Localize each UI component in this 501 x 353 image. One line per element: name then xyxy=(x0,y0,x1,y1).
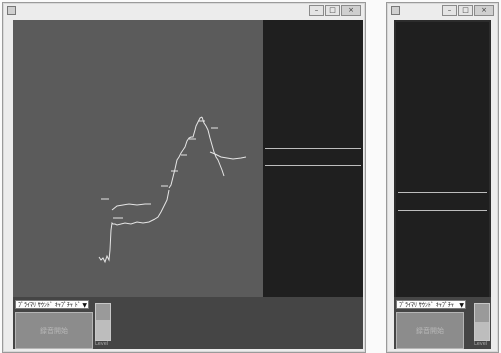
close-icon[interactable]: × xyxy=(341,5,361,16)
device-select-label: ﾌﾟﾗｲﾏﾘ ｻｳﾝﾄﾞ ｷｬﾌﾟﾁｬ ﾄﾞ xyxy=(18,302,81,309)
client-area: ﾌﾟﾗｲﾏﾘ ｻｳﾝﾄﾞ ｷｬﾌﾟﾁｬ ﾄﾞ ▼ 録音開始 Level xyxy=(13,20,363,349)
waveform-display xyxy=(13,20,263,297)
chevron-down-icon[interactable]: ▼ xyxy=(459,302,464,309)
record-button[interactable]: 録音開始 xyxy=(396,312,464,349)
close-icon[interactable]: × xyxy=(474,5,494,16)
level-label: Level xyxy=(474,341,488,347)
app-icon xyxy=(391,6,400,15)
window-controls: – □ × xyxy=(442,5,494,16)
spectrum-line xyxy=(265,165,361,166)
spectrum-display xyxy=(396,22,489,299)
trace-segment xyxy=(98,221,122,264)
minimize-icon[interactable]: – xyxy=(442,5,457,16)
maximize-icon[interactable]: □ xyxy=(325,5,340,16)
spectrum-display xyxy=(263,20,363,297)
small-window: – □ × ﾌﾟﾗｲﾏﾘ ｻｳﾝﾄﾞ ｷｬﾌﾟﾁｬ ▼ 録音開始 Level xyxy=(386,2,499,353)
spectrum-line xyxy=(398,192,487,193)
spectrum-line xyxy=(398,210,487,211)
trace-segment xyxy=(120,218,156,225)
device-select[interactable]: ﾌﾟﾗｲﾏﾘ ｻｳﾝﾄﾞ ｷｬﾌﾟﾁｬ ﾄﾞ ▼ xyxy=(15,300,89,309)
trace-segment xyxy=(168,149,184,189)
client-area: ﾌﾟﾗｲﾏﾘ ｻｳﾝﾄﾞ ｷｬﾌﾟﾁｬ ▼ 録音開始 Level xyxy=(394,20,491,349)
title-bar[interactable]: – □ × xyxy=(3,3,365,17)
level-meter xyxy=(474,303,490,341)
trace-segment xyxy=(209,151,247,160)
title-bar[interactable]: – □ × xyxy=(387,3,498,17)
minimize-icon[interactable]: – xyxy=(309,5,324,16)
app-icon xyxy=(7,6,16,15)
level-meter xyxy=(95,303,111,341)
record-button[interactable]: 録音開始 xyxy=(15,312,93,349)
maximize-icon[interactable]: □ xyxy=(458,5,473,16)
control-panel: ﾌﾟﾗｲﾏﾘ ｻｳﾝﾄﾞ ｷｬﾌﾟﾁｬ ▼ 録音開始 Level xyxy=(394,297,491,349)
trace-segment xyxy=(201,116,225,177)
trace-segment xyxy=(182,116,203,151)
control-panel: ﾌﾟﾗｲﾏﾘ ｻｳﾝﾄﾞ ｷｬﾌﾟﾁｬ ﾄﾞ ▼ 録音開始 Level xyxy=(13,297,363,349)
spectrum-line xyxy=(265,148,361,149)
window-controls: – □ × xyxy=(309,5,361,16)
trace-segment xyxy=(154,189,170,220)
level-meter-fill xyxy=(475,322,489,340)
waveform-trace xyxy=(98,116,247,264)
device-select-label: ﾌﾟﾗｲﾏﾘ ｻｳﾝﾄﾞ ｷｬﾌﾟﾁｬ xyxy=(399,302,454,309)
device-select[interactable]: ﾌﾟﾗｲﾏﾘ ｻｳﾝﾄﾞ ｷｬﾌﾟﾁｬ ▼ xyxy=(396,300,466,309)
level-meter-fill xyxy=(96,320,110,340)
level-label: Level xyxy=(95,341,109,347)
main-window: – □ × xyxy=(2,2,366,353)
chevron-down-icon[interactable]: ▼ xyxy=(82,302,87,309)
trace-segment xyxy=(111,203,151,211)
